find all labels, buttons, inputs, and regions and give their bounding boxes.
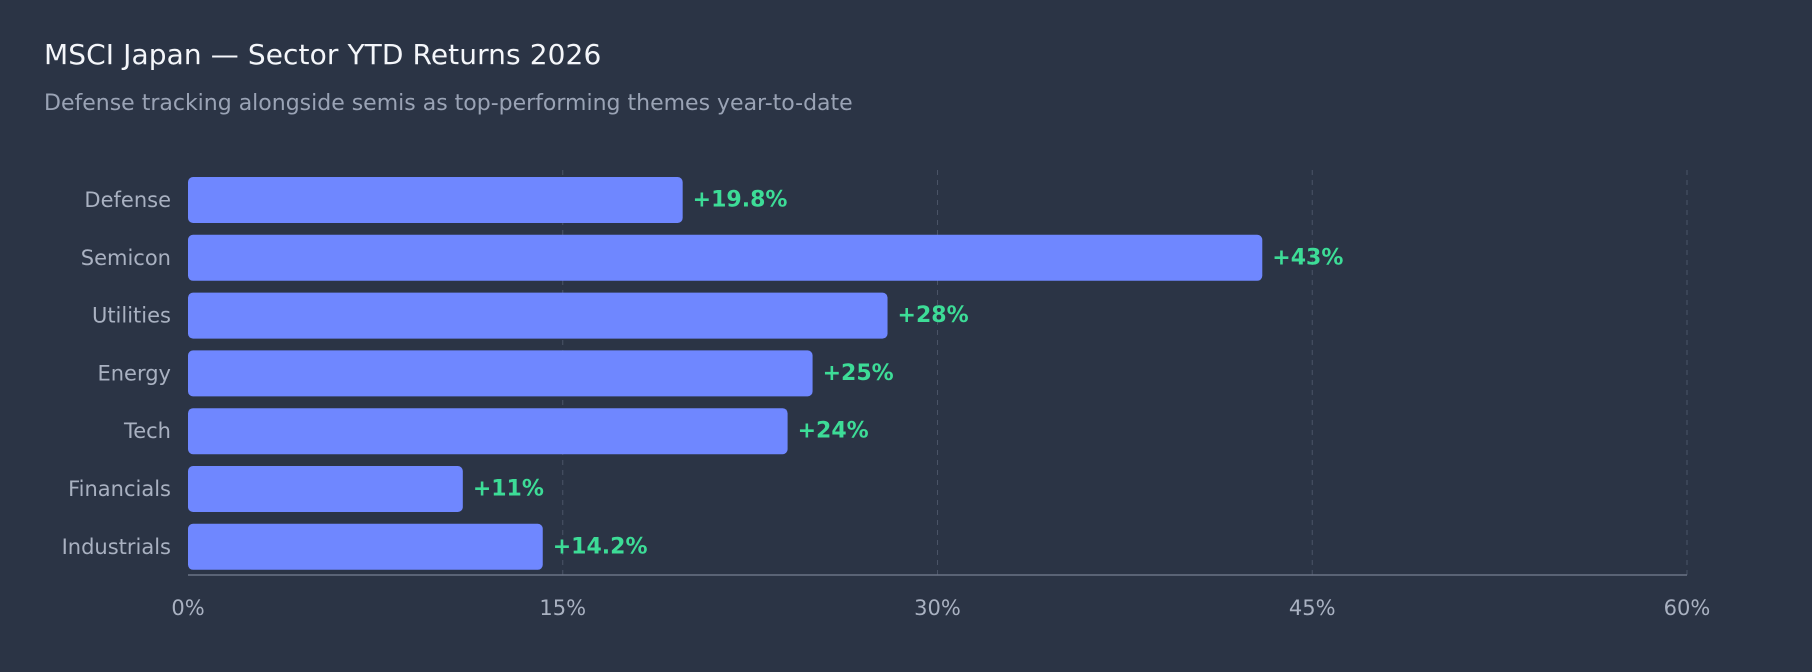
value-label: +25% xyxy=(823,361,894,386)
value-labels: +19.8% +43% +28% +25% +24% +11% +14.2% xyxy=(473,188,1344,560)
bar-tech xyxy=(188,408,788,455)
category-labels: Defense Semicon Utilities Energy Tech Financi… xyxy=(62,188,171,559)
bar-energy xyxy=(188,350,813,397)
category-label: Defense xyxy=(84,188,171,212)
x-tick-label: 30% xyxy=(914,596,961,620)
bar-financials xyxy=(188,466,463,512)
bars xyxy=(188,177,1263,570)
x-axis: 0% 15% 30% 45% 60% xyxy=(171,574,1711,620)
chart-subtitle: Defense tracking alongside semis as top-… xyxy=(44,91,853,116)
category-label: Industrials xyxy=(62,535,171,559)
value-label: +19.8% xyxy=(693,188,788,213)
x-tick-label: 60% xyxy=(1664,596,1711,620)
bar-defense xyxy=(188,177,683,223)
chart-title: MSCI Japan — Sector YTD Returns 2026 xyxy=(44,38,602,71)
category-label: Financials xyxy=(68,477,171,501)
value-label: +24% xyxy=(798,419,869,444)
x-tick-label: 15% xyxy=(539,596,586,620)
value-label: +43% xyxy=(1272,245,1343,270)
category-label: Utilities xyxy=(92,304,171,328)
value-label: +28% xyxy=(898,303,969,328)
x-tick-label: 0% xyxy=(171,596,204,620)
bar-utilities xyxy=(188,292,888,339)
x-tick-label: 45% xyxy=(1289,596,1336,620)
bar-industrials xyxy=(188,523,543,570)
category-label: Tech xyxy=(123,419,171,443)
value-label: +14.2% xyxy=(553,534,648,559)
category-label: Energy xyxy=(97,361,171,385)
bar-semicon xyxy=(188,234,1263,281)
category-label: Semicon xyxy=(81,246,171,270)
value-label: +11% xyxy=(473,477,544,502)
